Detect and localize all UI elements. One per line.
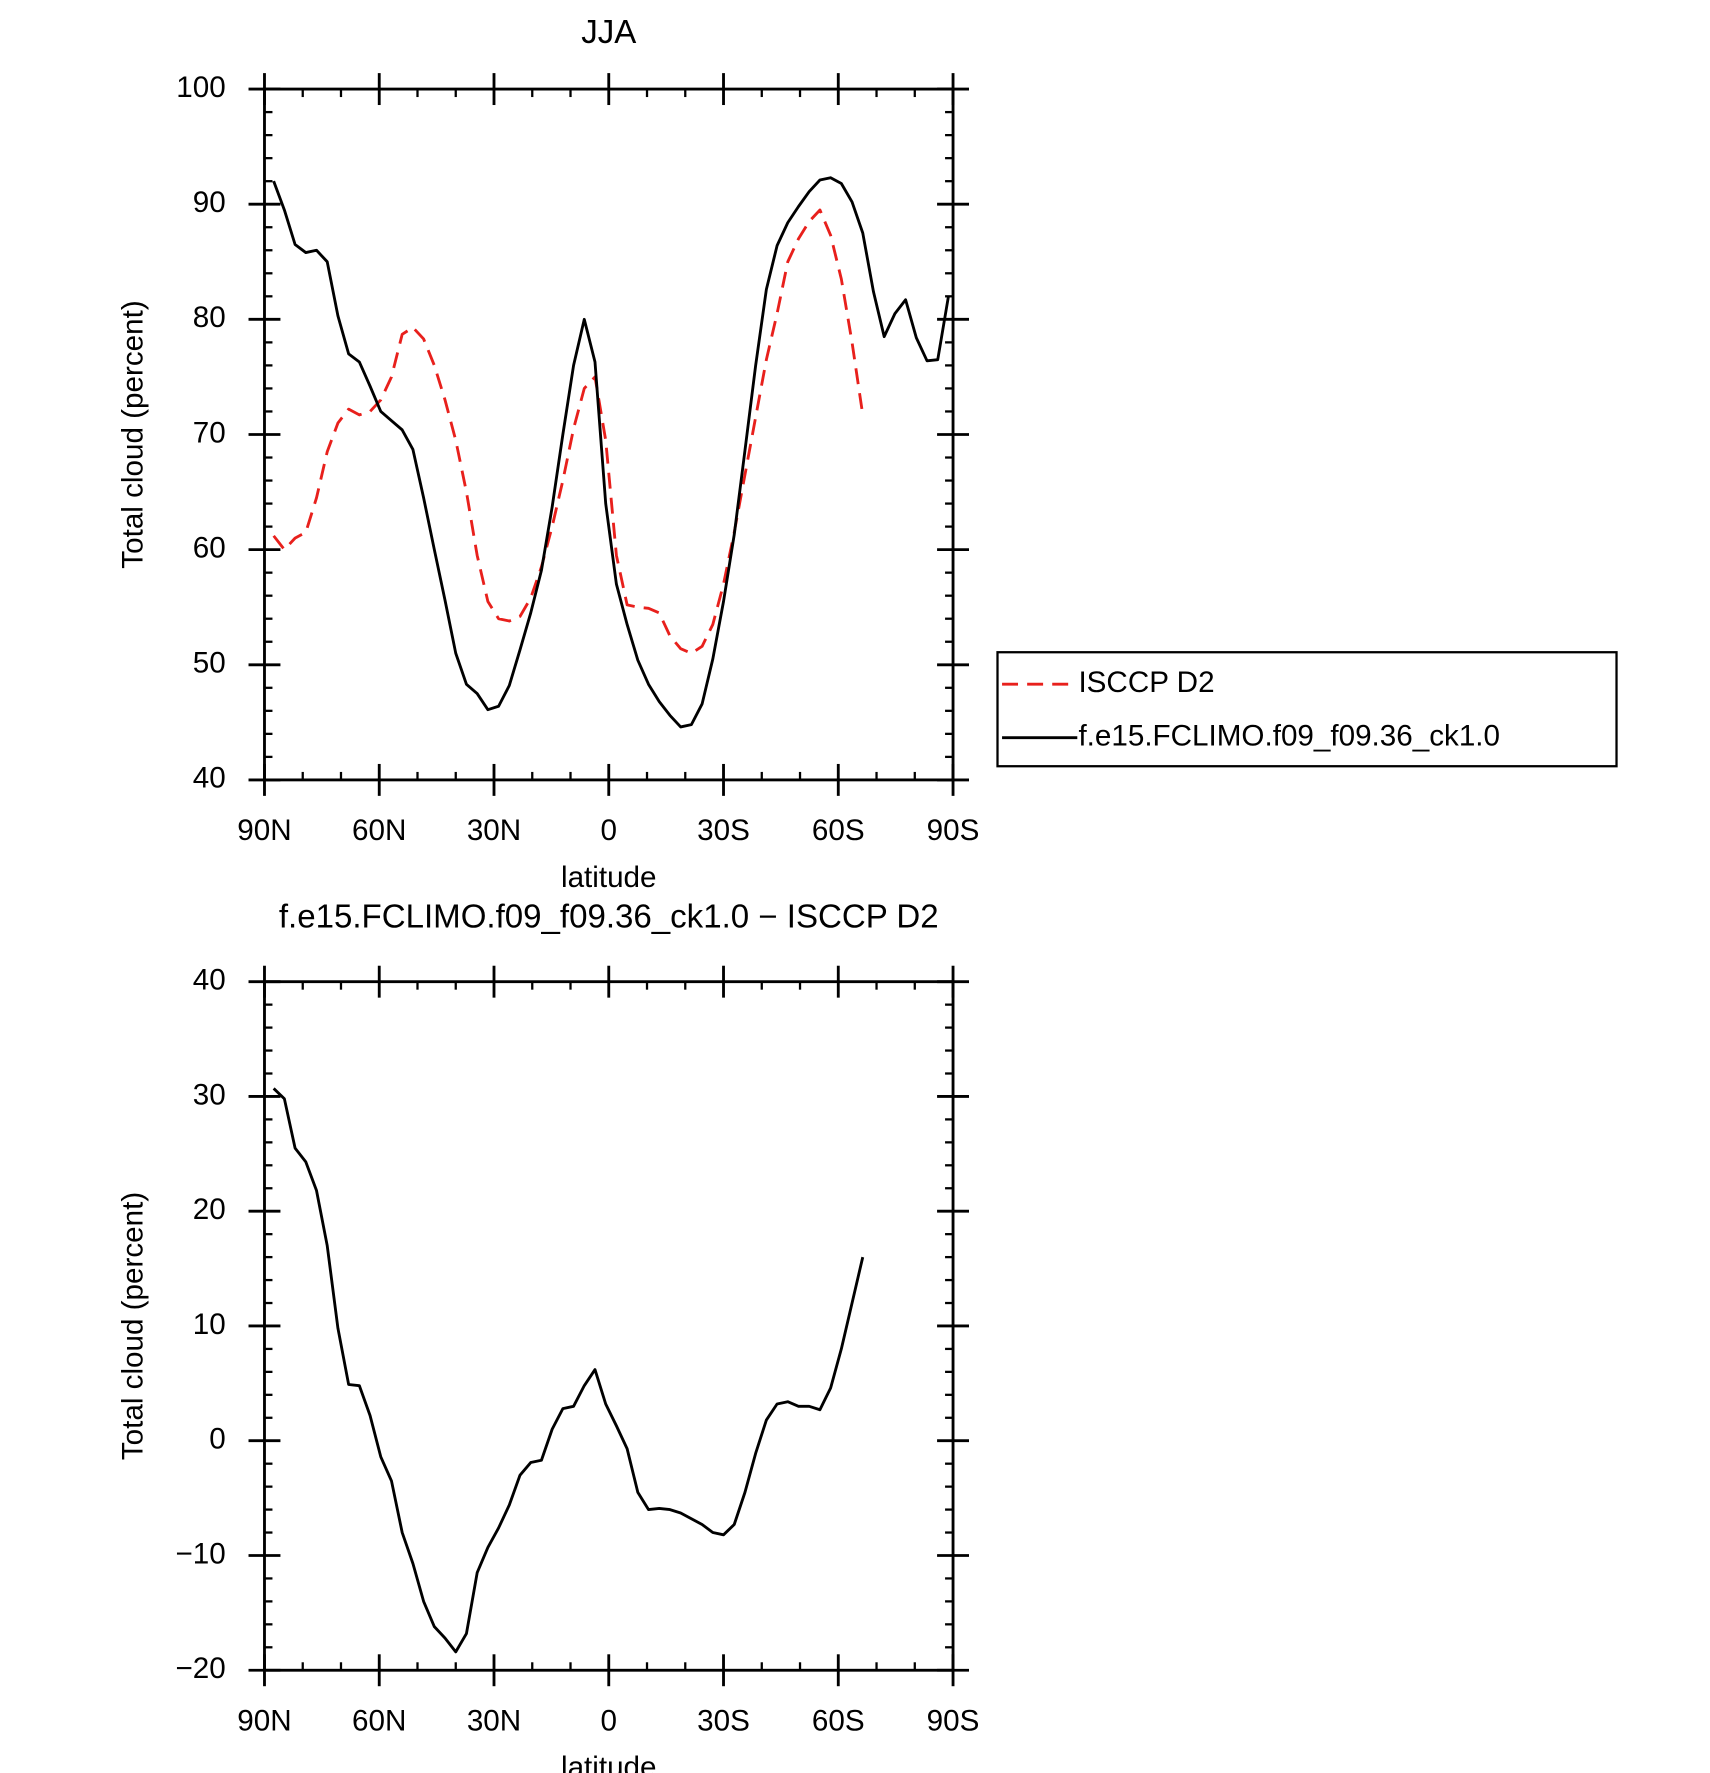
chart-title: JJA bbox=[581, 14, 636, 51]
y-tick-label: 70 bbox=[193, 416, 226, 449]
x-tick-label: 90N bbox=[237, 1705, 291, 1738]
y-axis-label: Total cloud (percent) bbox=[116, 300, 149, 568]
y-tick-label: 100 bbox=[176, 71, 225, 104]
plot-frame bbox=[263, 980, 955, 1672]
x-tick-label: 60S bbox=[812, 1705, 865, 1738]
x-axis-label: latitude bbox=[561, 1751, 657, 1773]
series-line bbox=[272, 1087, 865, 1654]
chart-title: f.e15.FCLIMO.f09_f09.36_ck1.0 − ISCCP D2 bbox=[279, 899, 939, 936]
y-tick-label: 40 bbox=[193, 964, 226, 997]
x-tick-label: 60S bbox=[812, 814, 865, 847]
x-tick-label: 30N bbox=[467, 814, 521, 847]
y-tick-label: 50 bbox=[193, 647, 226, 680]
y-tick-label: 0 bbox=[209, 1423, 225, 1456]
series-line bbox=[272, 176, 950, 729]
x-tick-label: 30S bbox=[697, 1705, 750, 1738]
y-tick-label: 90 bbox=[193, 186, 226, 219]
y-tick-label: 60 bbox=[193, 531, 226, 564]
y-axis-label: Total cloud (percent) bbox=[116, 1192, 149, 1460]
legend-label: f.e15.FCLIMO.f09_f09.36_ck1.0 bbox=[1078, 720, 1500, 753]
y-tick-label: 80 bbox=[193, 301, 226, 334]
y-tick-label: 10 bbox=[193, 1308, 226, 1341]
y-tick-label: 20 bbox=[193, 1193, 226, 1226]
plot-frame bbox=[263, 87, 955, 782]
y-tick-label: 30 bbox=[193, 1078, 226, 1111]
x-tick-label: 60N bbox=[352, 814, 406, 847]
x-tick-label: 0 bbox=[601, 1705, 617, 1738]
x-tick-label: 90S bbox=[927, 814, 980, 847]
x-tick-label: 0 bbox=[601, 814, 617, 847]
y-tick-label: 40 bbox=[193, 762, 226, 795]
legend-box bbox=[996, 651, 1618, 768]
x-tick-label: 90N bbox=[237, 814, 291, 847]
y-tick-label: −10 bbox=[175, 1537, 225, 1570]
y-tick-label: −20 bbox=[175, 1652, 225, 1685]
x-tick-label: 30N bbox=[467, 1705, 521, 1738]
series-line bbox=[272, 208, 865, 655]
x-axis-label: latitude bbox=[561, 861, 657, 894]
x-tick-label: 30S bbox=[697, 814, 750, 847]
x-tick-label: 90S bbox=[927, 1705, 980, 1738]
x-tick-label: 60N bbox=[352, 1705, 406, 1738]
legend-label: ISCCP D2 bbox=[1078, 666, 1214, 699]
